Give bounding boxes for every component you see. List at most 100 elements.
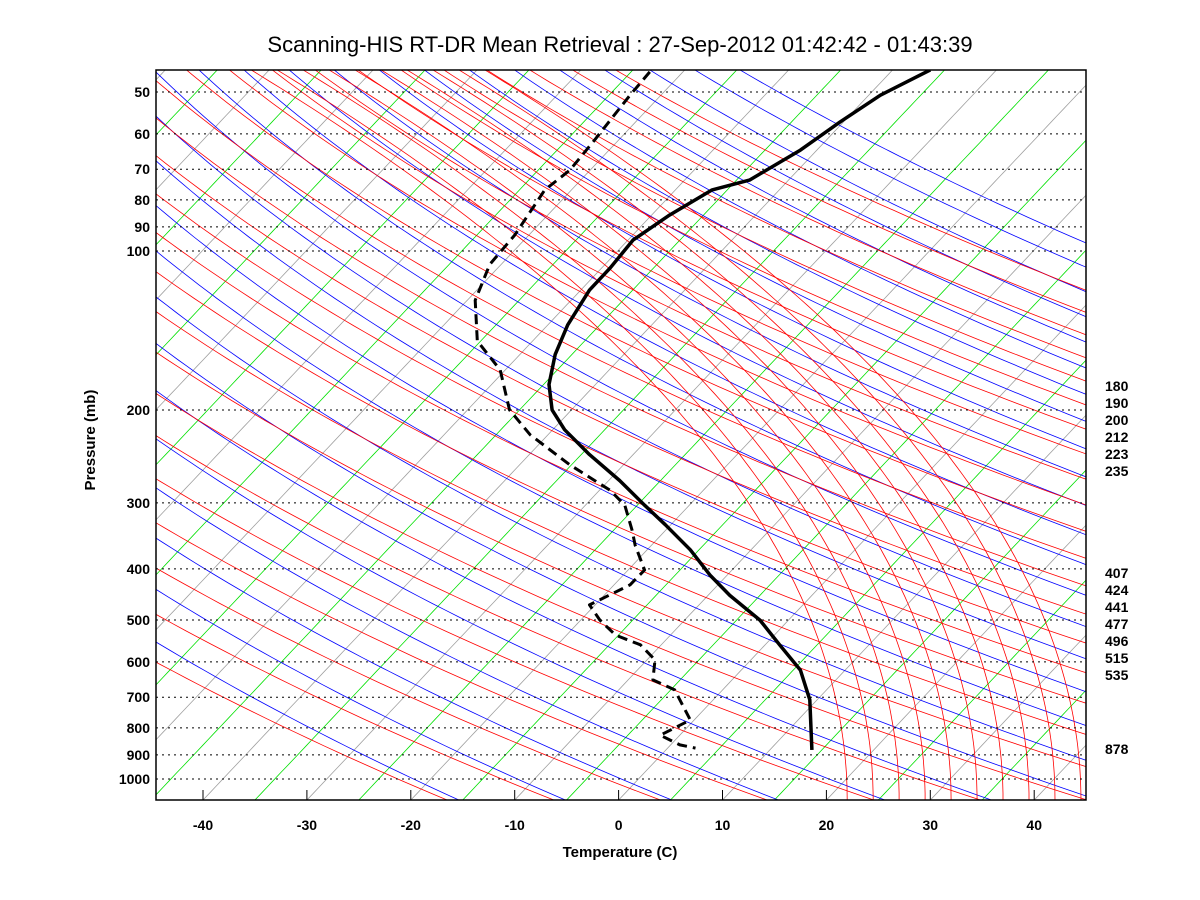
x-axis-label: Temperature (C) [563,844,678,861]
isotherm-line [722,414,1086,800]
moist-adiabat-line [423,70,1086,422]
moist-adiabat-line [156,537,672,800]
dry-adiabat-line [156,232,1086,674]
right-pressure-label: 190 [1105,395,1129,411]
pressure-gridlines [156,91,1086,780]
right-pressure-label: 515 [1105,650,1129,666]
isotherm-line [0,41,89,800]
isotherm-line [358,70,1049,800]
right-pressure-label: 878 [1105,741,1129,757]
moist-adiabat-line [739,70,1086,244]
dry-adiabat-line [357,70,1086,430]
isotherm-line [156,70,686,631]
isotherm-line [254,70,946,800]
saturation-curve [250,70,848,800]
y-tick-label: 1000 [119,771,150,787]
dry-adiabat-line [443,70,1086,382]
moist-adiabat-line [649,70,1086,293]
isotherm-line [774,469,1086,800]
isotherm-line [202,70,894,800]
isotherm-line [410,84,1086,800]
y-axis: 50 60 70 80 90 100 200 300 400 500 600 700 800 900 100… [119,84,150,787]
moist-adiabat-line [156,487,779,800]
dry-adiabat-line [614,70,1086,291]
x-axis: -40 -30 -20 -10 0 10 20 30 40 [193,790,1042,833]
isotherm-line [306,70,997,800]
moist-adiabat-line [156,588,566,800]
isotherm-line [156,70,374,301]
y-tick-label: 500 [127,612,151,628]
isotherm-line [514,194,1086,800]
moist-adiabat-line [156,342,1086,797]
dry-adiabat-line [156,661,448,800]
dry-adiabat-line [156,80,1086,559]
right-pressure-label: 200 [1105,412,1129,428]
moist-adiabat-line [156,390,992,800]
dry-adiabat-line [156,393,1086,800]
y-tick-label: 60 [134,126,150,142]
dry-adiabat-line [156,117,1086,587]
x-tick-label: 10 [715,817,731,833]
isotherm-line [156,70,322,246]
dry-adiabat-line [185,70,1086,532]
isotherm-line [878,579,1086,800]
y-tick-label: 900 [127,747,151,763]
y-tick-label: 70 [134,161,150,177]
isotherm-line [618,304,1086,800]
y-tick-label: 400 [127,561,151,577]
y-tick-label: 90 [134,219,150,235]
isotherm-line [156,70,218,136]
y-tick-label: 100 [127,243,151,259]
right-pressure-label: 235 [1105,463,1129,479]
x-tick-label: 0 [615,817,623,833]
saturation-curve [484,70,1082,800]
moist-adiabat-line [243,70,1086,536]
x-tick-label: -40 [193,817,213,833]
dry-adiabat-line [571,70,1086,313]
dry-adiabat-line [156,478,874,800]
dry-adiabat-line [156,193,1086,644]
isotherm-line [156,70,790,741]
x-tick-label: 30 [923,817,939,833]
dry-adiabat-line [156,271,1086,704]
dry-adiabat-line [156,522,768,800]
moist-adiabat-line [288,70,1086,506]
dry-adiabat-line [271,70,1086,480]
moist-adiabat-line [558,70,1086,343]
moist-adiabat-line [333,70,1086,478]
x-tick-label: 20 [819,817,835,833]
isotherm-line [156,70,634,576]
right-pressure-label: 496 [1105,633,1129,649]
x-tick-label: 40 [1026,817,1042,833]
plot-frame [155,69,1087,801]
moist-adiabat-line [156,205,1086,693]
x-tick-label: -20 [401,817,421,833]
dry-adiabat-line [156,567,661,800]
isotherm-line [1138,41,1200,800]
temperature-profile-line [547,70,932,750]
moist-adiabat-line [156,115,1086,628]
isotherm-line [1085,799,1086,800]
saturation-curve [354,70,952,800]
y-tick-label: 300 [127,495,151,511]
isotherm-line [0,41,141,800]
dry-adiabat-line [156,311,1086,735]
saturation-curve [380,70,978,800]
chart-title: Scanning-HIS RT-DR Mean Retrieval : 27-S… [267,32,972,57]
isotherm-line [156,70,270,191]
isotherm-line [670,359,1086,800]
moist-adiabat-line [156,160,1086,660]
right-pressure-label: 180 [1105,378,1129,394]
isotherm-line [156,70,426,356]
right-pressure-label: 212 [1105,429,1129,445]
x-tick-label: -30 [297,817,317,833]
isotherm-line [156,70,738,686]
moist-adiabat-line [468,70,1086,395]
isotherm-line [826,524,1086,800]
saturation-curve [276,70,874,800]
dry-adiabat-line [228,70,1086,506]
right-pressure-label: 535 [1105,667,1129,683]
isotherm-line [462,139,1086,800]
dry-adiabat-line [486,70,1086,359]
